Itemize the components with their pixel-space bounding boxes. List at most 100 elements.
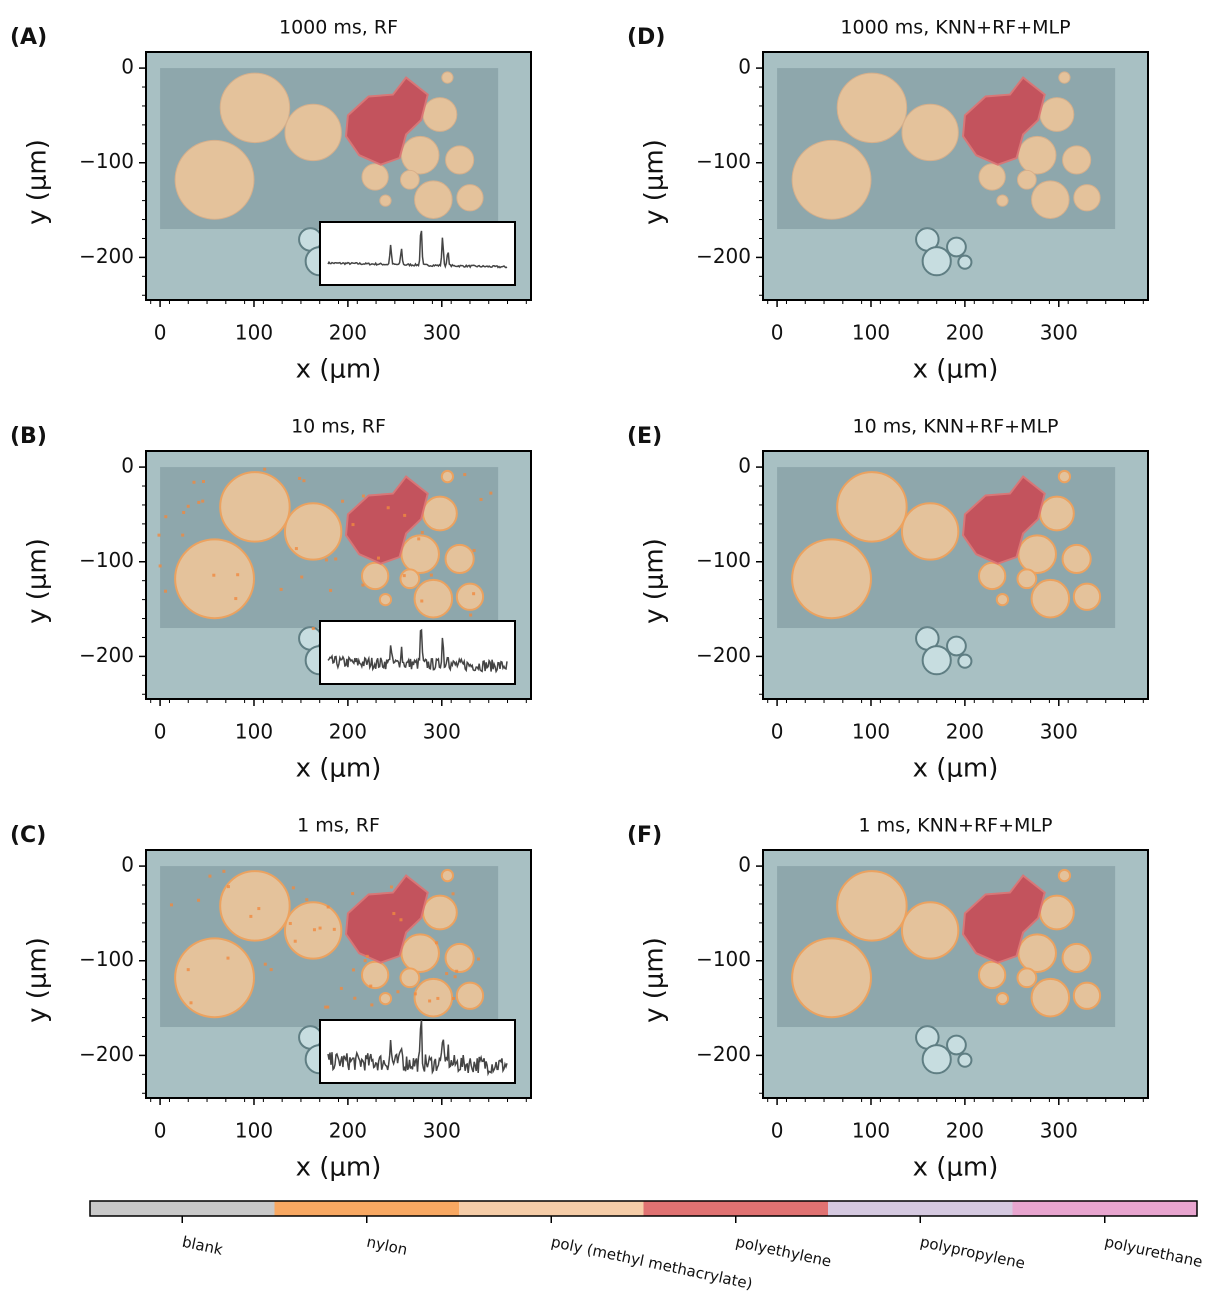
speck <box>351 523 355 527</box>
panel-label: (A) <box>10 25 47 50</box>
speck <box>300 575 304 579</box>
y-axis-label: y (μm) <box>640 139 670 225</box>
x-tick-label: 100 <box>852 321 890 345</box>
speck <box>436 996 440 1000</box>
particle <box>455 981 485 1010</box>
colorbar-segment <box>828 1201 1013 1216</box>
speck <box>392 912 396 916</box>
particle <box>422 894 458 931</box>
y-tick-label: −100 <box>79 548 134 572</box>
speck <box>311 627 315 631</box>
panel-label: (E) <box>627 424 662 449</box>
particle <box>440 469 455 484</box>
x-tick-label: 300 <box>1040 321 1078 345</box>
particle <box>440 868 455 883</box>
particle <box>836 72 908 144</box>
speck <box>181 533 185 537</box>
y-axis-label: y (μm) <box>23 139 53 225</box>
y-tick-label: −200 <box>696 244 751 268</box>
speck <box>157 533 161 537</box>
x-tick-label: 300 <box>423 720 461 744</box>
y-tick-label: 0 <box>121 853 134 877</box>
particle <box>174 139 255 220</box>
particle <box>977 561 1007 591</box>
particle <box>1057 868 1072 883</box>
y-tick-label: −100 <box>79 149 134 173</box>
speck <box>463 473 467 477</box>
speck <box>182 510 186 514</box>
colorbar-segment <box>274 1201 459 1216</box>
particle <box>901 103 959 162</box>
panel-title: 10 ms, KNN+RF+MLP <box>853 416 1059 438</box>
speck <box>386 506 390 510</box>
speck <box>453 975 457 979</box>
y-tick-label: 0 <box>738 55 751 79</box>
speck <box>472 592 476 596</box>
y-axis-label: y (μm) <box>23 937 53 1023</box>
speck <box>269 968 273 972</box>
bubble <box>946 635 967 657</box>
speck <box>305 898 309 902</box>
colorbar-label: blank <box>180 1233 224 1259</box>
particle <box>361 163 389 191</box>
x-tick-label: 100 <box>852 720 890 744</box>
particle <box>1039 97 1075 132</box>
particle <box>1016 169 1037 190</box>
particle <box>414 180 453 219</box>
speck <box>164 589 168 593</box>
speck <box>451 892 455 896</box>
particle <box>1057 469 1072 484</box>
particle <box>1031 180 1070 219</box>
colorbar-frame <box>89 1200 1198 1217</box>
panel-title: 1000 ms, KNN+RF+MLP <box>840 17 1070 39</box>
speck <box>479 497 483 501</box>
particle <box>400 135 440 175</box>
speck <box>455 969 459 973</box>
x-axis-label: x (μm) <box>296 1153 382 1183</box>
speck <box>472 548 476 552</box>
speck <box>361 583 365 587</box>
speck <box>435 941 439 945</box>
x-axis-label: x (μm) <box>913 355 999 385</box>
speck <box>363 959 367 963</box>
particle <box>1017 534 1057 574</box>
speck <box>396 990 400 994</box>
speck <box>257 907 261 911</box>
speck <box>164 515 168 519</box>
colorbar-label: polyethylene <box>734 1233 833 1271</box>
speck <box>318 926 322 930</box>
bubble <box>957 254 973 270</box>
x-tick-label: 0 <box>154 321 167 345</box>
speck <box>351 892 355 896</box>
x-tick-label: 200 <box>946 1119 984 1143</box>
speck <box>186 968 190 972</box>
particle <box>1017 135 1057 175</box>
speck <box>324 1005 328 1009</box>
x-tick-label: 300 <box>423 321 461 345</box>
bubble <box>921 246 952 277</box>
particle <box>413 578 454 619</box>
speck <box>263 467 267 471</box>
bubble <box>921 1044 952 1075</box>
speck <box>334 557 338 561</box>
y-axis-label: y (μm) <box>640 937 670 1023</box>
speck <box>226 956 230 960</box>
particle <box>1016 967 1038 989</box>
particle <box>445 145 475 175</box>
speck <box>341 499 345 503</box>
y-tick-label: 0 <box>121 454 134 478</box>
speck <box>326 1005 330 1009</box>
particle-red <box>961 874 1046 964</box>
speck <box>399 918 403 922</box>
particle <box>1061 942 1092 973</box>
particle <box>1039 495 1075 532</box>
particle <box>378 991 393 1006</box>
particle <box>379 194 392 207</box>
y-tick-label: −100 <box>696 548 751 572</box>
y-tick-label: 0 <box>738 853 751 877</box>
particle <box>422 97 458 132</box>
particle-red <box>344 874 429 964</box>
speck <box>489 491 493 495</box>
speck <box>339 986 343 990</box>
x-tick-label: 100 <box>235 321 273 345</box>
